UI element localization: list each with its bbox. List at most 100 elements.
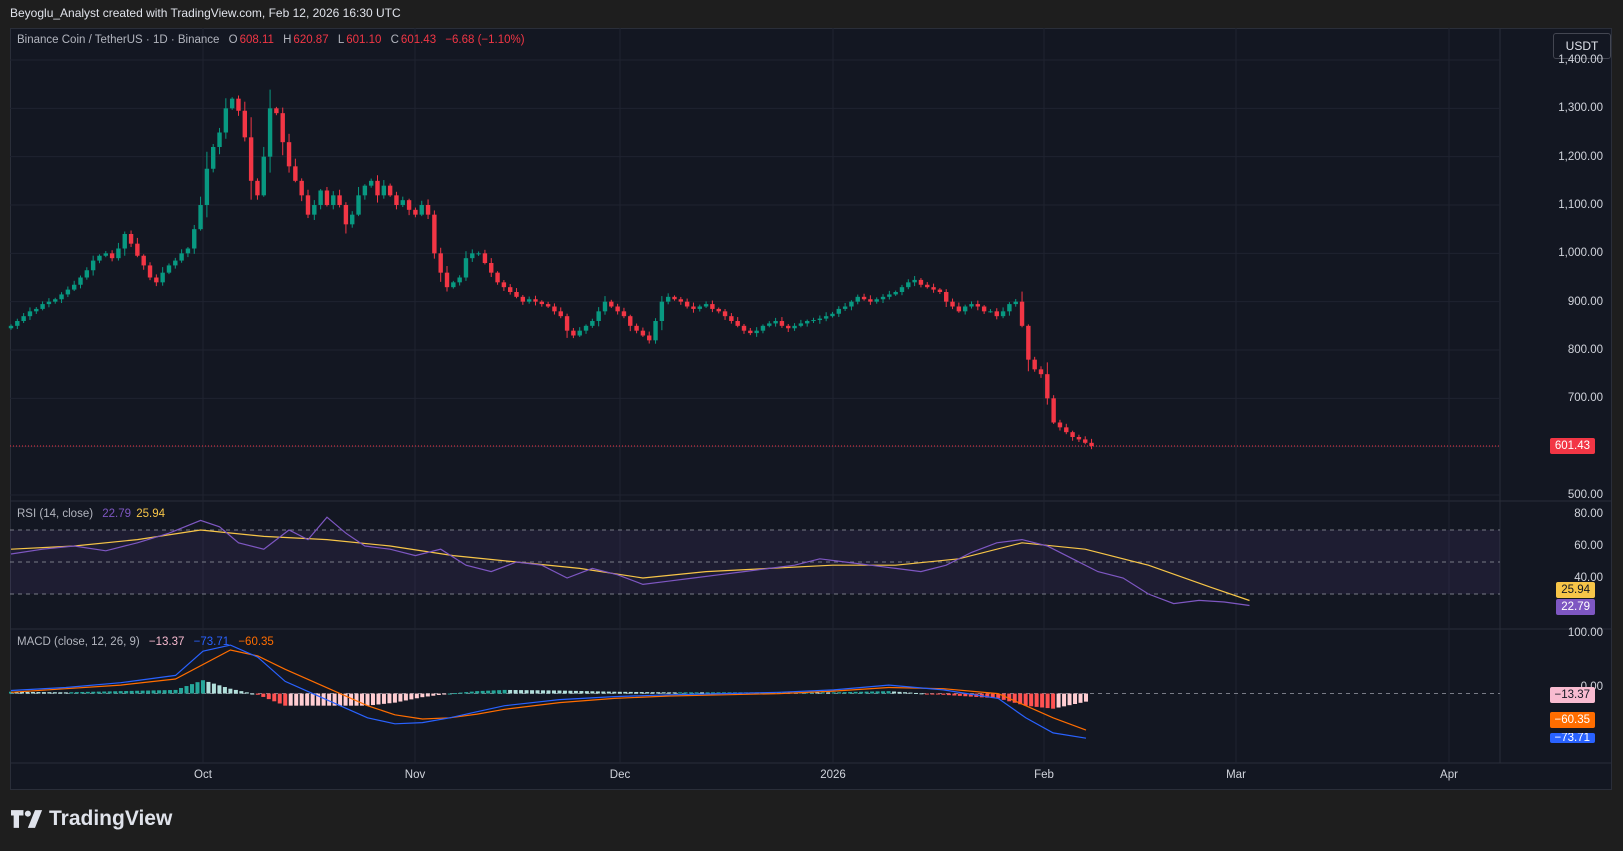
brand-logo[interactable]: TradingView: [11, 807, 172, 831]
candle-body: [1007, 304, 1012, 312]
price-axis-label: 500.00: [1567, 489, 1603, 501]
rsi-ma-badge: 25.94: [1556, 582, 1595, 598]
macd-histogram-bar: [1007, 693, 1012, 702]
macd-histogram-bar: [1073, 693, 1078, 704]
candle-body: [988, 311, 993, 313]
candle-body: [596, 311, 601, 321]
macd-histogram-bar: [562, 690, 567, 694]
candle-body: [1032, 359, 1037, 370]
candle-body: [343, 205, 349, 225]
macd-histogram-bar: [206, 681, 211, 694]
candle-body: [571, 330, 576, 336]
macd-histogram-bar: [497, 690, 502, 694]
macd-histogram-bar: [272, 693, 277, 702]
candle-body: [242, 110, 248, 138]
macd-histogram-bar: [864, 691, 869, 694]
macd-histogram-bar: [623, 691, 628, 694]
macd-histogram-bar: [842, 692, 847, 694]
candle-body: [950, 301, 955, 307]
candle-body: [811, 320, 816, 322]
rsi-label[interactable]: RSI (14, close): [17, 508, 94, 520]
macd-histogram-bar: [381, 693, 386, 704]
rsi-ma-line: [10, 529, 1250, 602]
macd-histogram-bar: [85, 691, 90, 694]
macd-histogram-bar: [398, 693, 403, 702]
time-axis-label: Dec: [609, 769, 631, 781]
candle-body: [628, 316, 633, 326]
chart-frame[interactable]: [10, 28, 1612, 790]
candle-body: [97, 255, 102, 261]
macd-histogram-bar: [261, 693, 266, 697]
macd-histogram-bar: [634, 691, 639, 694]
candle-body: [710, 304, 715, 309]
macd-histogram-bar: [661, 692, 666, 694]
candle-body: [21, 316, 26, 321]
macd-histogram-bar: [464, 692, 469, 694]
macd-histogram-bar: [425, 693, 430, 697]
macd-histogram-bar: [96, 691, 101, 694]
macd-histogram-bar: [546, 690, 551, 694]
macd-histogram-bar: [875, 691, 880, 694]
macd-histogram-bar: [332, 693, 337, 706]
candle-body: [147, 265, 153, 278]
candle-body: [729, 316, 734, 321]
high-value: 620.87: [293, 34, 329, 46]
macd-histogram-bar: [217, 685, 222, 694]
candle-body: [438, 253, 443, 273]
candle-body: [122, 234, 127, 249]
candle-body: [495, 272, 500, 283]
candle-body: [185, 248, 191, 254]
macd-histogram-bar: [69, 692, 74, 694]
macd-histogram-bar: [403, 693, 408, 701]
macd-axis-label: 100.00: [1567, 627, 1603, 639]
candle-body: [1070, 432, 1075, 437]
macd-histogram-bar: [568, 690, 573, 694]
macd-histogram-bar: [935, 693, 940, 695]
macd-histogram-bar: [913, 692, 918, 694]
candle-body: [135, 243, 140, 256]
candle-body: [1038, 369, 1044, 375]
rsi-value: 22.79: [102, 508, 132, 520]
candle-body: [229, 98, 235, 109]
macd-histogram-bar: [63, 692, 68, 694]
macd-histogram-bar: [102, 691, 107, 694]
candle-body: [609, 301, 614, 307]
currency-button[interactable]: USDT: [1553, 33, 1611, 59]
macd-label[interactable]: MACD (close, 12, 26, 9): [17, 636, 140, 648]
macd-histogram-bar: [184, 686, 189, 694]
macd-histogram-bar: [387, 693, 392, 704]
candle-body: [419, 205, 424, 215]
candle-body: [956, 306, 962, 312]
candle-body: [830, 313, 835, 317]
macd-histogram-bar: [420, 693, 425, 698]
macd-histogram-bar: [809, 692, 814, 694]
macd-histogram-bar: [19, 691, 24, 694]
symbol-label[interactable]: Binance Coin / TetherUS · 1D · Binance: [17, 34, 220, 46]
macd-histogram-bar: [1029, 693, 1034, 707]
macd-histogram-bar: [1045, 693, 1050, 709]
macd-histogram-bar: [672, 692, 677, 694]
macd-histogram-bar: [535, 690, 540, 694]
candle-body: [192, 229, 197, 249]
macd-histogram-bar: [458, 692, 463, 694]
candle-body: [387, 185, 393, 196]
candle-body: [526, 299, 532, 302]
macd-histogram-bar: [288, 693, 293, 706]
macd-histogram-bar: [524, 690, 529, 694]
candle-body: [331, 195, 336, 205]
candle-body: [621, 311, 627, 317]
rsi-axis-label: 60.00: [1574, 540, 1603, 552]
macd-histogram-bar: [601, 691, 606, 694]
macd-histogram-bar: [354, 693, 359, 706]
candle-body: [1013, 301, 1018, 305]
candle-body: [899, 287, 905, 292]
candle-body: [653, 321, 658, 341]
macd-histogram-bar: [919, 693, 924, 695]
candle-body: [299, 180, 304, 196]
candle-body: [463, 258, 469, 278]
low-value: 601.10: [346, 34, 382, 46]
candle-body: [937, 289, 943, 292]
macd-histogram-bar: [129, 690, 134, 694]
candle-body: [356, 195, 361, 215]
